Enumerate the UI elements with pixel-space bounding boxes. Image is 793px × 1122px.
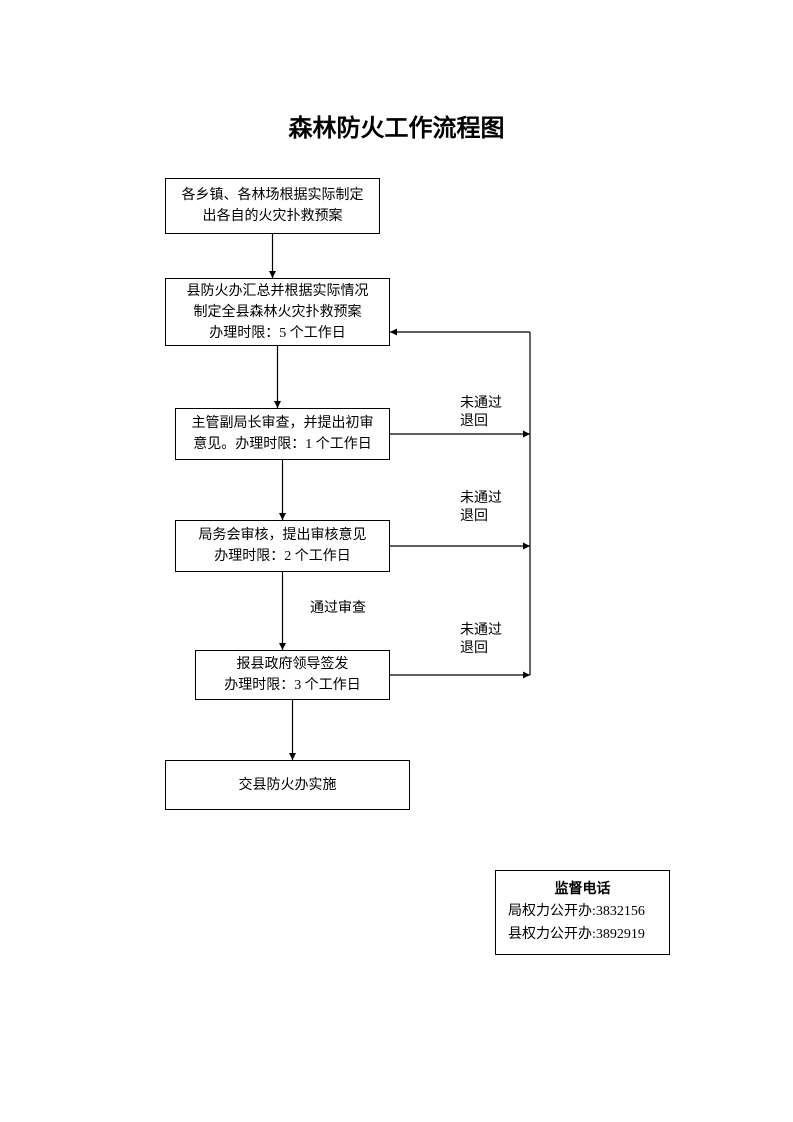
flow-node-n6: 交县防火办实施 [165, 760, 410, 810]
flow-node-text: 办理时限：2 个工作日 [214, 546, 351, 567]
edge-label: 通过审查 [310, 600, 366, 618]
supervise-box: 监督电话 局权力公开办:3832156 县权力公开办:3892919 [495, 870, 670, 955]
flow-node-text: 制定全县森林火灾扑救预案 [194, 302, 362, 323]
supervise-line-1: 局权力公开办:3832156 [508, 901, 657, 923]
flow-node-text: 局务会审核，提出审核意见 [199, 525, 367, 546]
connectors-svg [0, 0, 793, 1122]
flow-node-text: 出各自的火灾扑救预案 [203, 206, 343, 227]
flow-node-n3: 主管副局长审查，并提出初审意见。办理时限：1 个工作日 [175, 408, 390, 460]
flow-node-text: 交县防火办实施 [239, 775, 337, 796]
supervise-title: 监督电话 [508, 879, 657, 901]
supervise-line-2: 县权力公开办:3892919 [508, 924, 657, 946]
flow-node-text: 办理时限：5 个工作日 [209, 323, 346, 344]
flow-node-text: 县防火办汇总并根据实际情况 [187, 281, 369, 302]
flow-node-text: 报县政府领导签发 [237, 654, 349, 675]
flow-node-text: 意见。办理时限：1 个工作日 [193, 434, 372, 455]
flow-node-text: 主管副局长审查，并提出初审 [192, 413, 374, 434]
flow-node-n5: 报县政府领导签发办理时限：3 个工作日 [195, 650, 390, 700]
edge-label-reject: 未通过退回 [460, 490, 502, 526]
flow-node-text: 各乡镇、各林场根据实际制定 [182, 185, 364, 206]
flow-node-n1: 各乡镇、各林场根据实际制定出各自的火灾扑救预案 [165, 178, 380, 234]
flow-node-n4: 局务会审核，提出审核意见办理时限：2 个工作日 [175, 520, 390, 572]
page-title: 森林防火工作流程图 [0, 108, 793, 143]
edge-label-reject: 未通过退回 [460, 622, 502, 658]
flow-node-n2: 县防火办汇总并根据实际情况制定全县森林火灾扑救预案办理时限：5 个工作日 [165, 278, 390, 346]
flow-node-text: 办理时限：3 个工作日 [224, 675, 361, 696]
edge-label-reject: 未通过退回 [460, 395, 502, 431]
